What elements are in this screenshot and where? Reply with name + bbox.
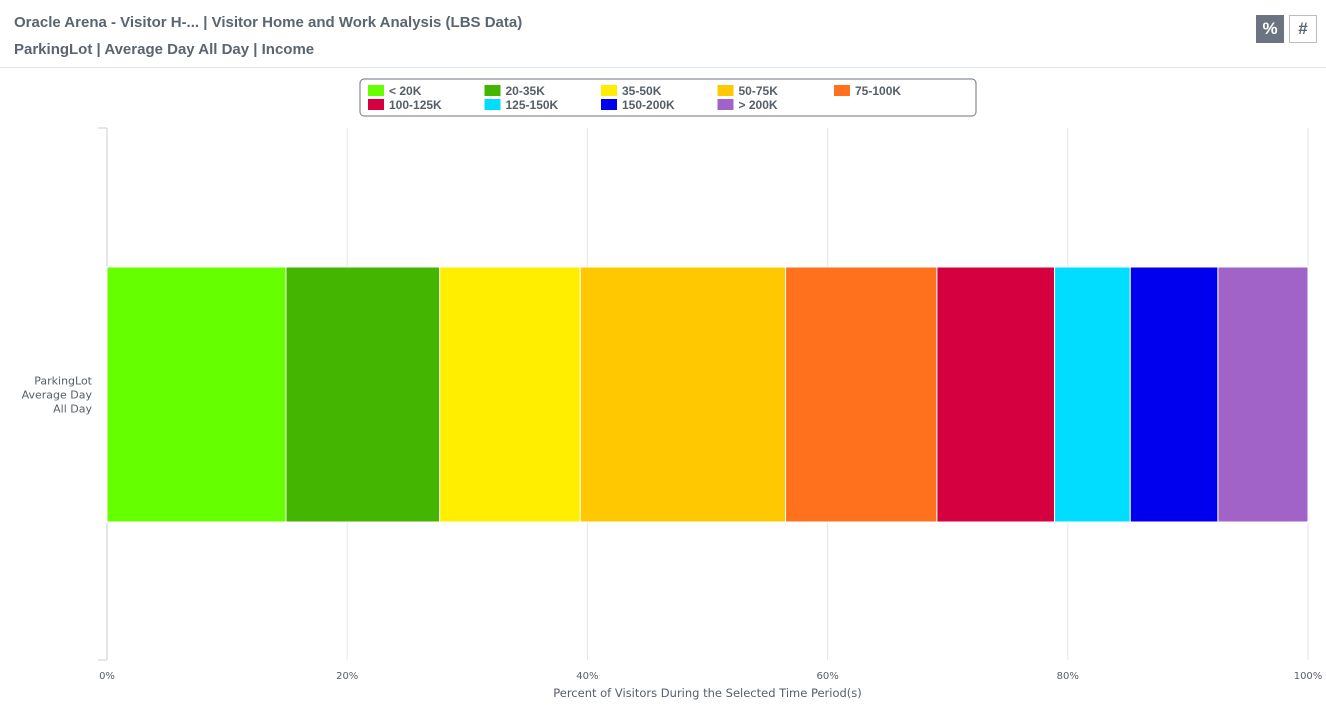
percent-toggle-button[interactable]: % [1256, 15, 1284, 43]
count-toggle-button[interactable]: # [1289, 15, 1317, 43]
y-category-label: ParkingLot [34, 375, 92, 388]
x-axis-title: Percent of Visitors During the Selected … [553, 686, 862, 700]
bar-segment [285, 266, 441, 523]
x-tick-label: 80% [1057, 671, 1079, 682]
x-tick-label: 40% [576, 671, 598, 682]
legend-swatch [601, 85, 617, 96]
legend-swatch [484, 99, 501, 110]
chart-header: Oracle Arena - Visitor H-... | Visitor H… [0, 0, 1326, 68]
legend-label: 150-200K [622, 98, 675, 112]
bar-segment [785, 266, 938, 523]
legend-box [359, 78, 977, 117]
x-tick-label: 20% [336, 671, 358, 682]
legend-swatch [484, 85, 501, 96]
legend-label: 35-50K [622, 84, 662, 98]
legend-swatch [368, 85, 384, 96]
x-tick-label: 60% [816, 671, 838, 682]
chart-subtitle: ParkingLot | Average Day All Day | Incom… [14, 41, 315, 58]
stacked-bar-chart: < 20K 20-35K 35-50K 50-75K 75-100K 100-125K 12… [22, 78, 1323, 700]
y-category-label: All Day [53, 403, 92, 416]
legend-label: 50-75K [739, 84, 779, 98]
legend-swatch [717, 85, 734, 96]
legend-label: 125-150K [506, 98, 559, 112]
y-category-label: Average Day [22, 389, 93, 402]
bar-segment [1217, 266, 1309, 523]
legend-swatch [601, 99, 617, 110]
chart-title: Oracle Arena - Visitor H-... | Visitor H… [14, 14, 523, 31]
bar-segment [1054, 266, 1131, 523]
bar-segment [106, 266, 287, 523]
bar-segment [439, 266, 581, 523]
legend-label: > 200K [739, 98, 778, 112]
x-tick-label: 100% [1294, 671, 1323, 682]
bar-segment [936, 266, 1056, 523]
bar-segment [1129, 266, 1219, 523]
legend-swatch [834, 85, 850, 96]
bar-segment [579, 266, 787, 523]
legend-label: 100-125K [389, 98, 442, 112]
legend-label: 20-35K [506, 84, 546, 98]
legend-swatch [717, 99, 734, 110]
legend-label: < 20K [389, 84, 422, 98]
legend-swatch [368, 99, 384, 110]
x-tick-label: 0% [99, 671, 115, 682]
legend-label: 75-100K [855, 84, 901, 98]
